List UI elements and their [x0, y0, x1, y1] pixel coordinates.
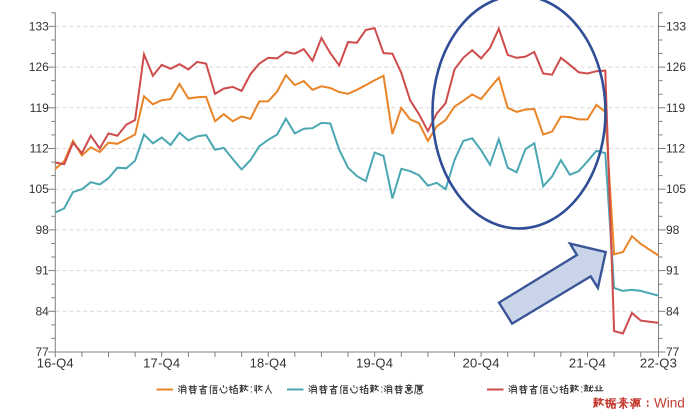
svg-text:77: 77: [666, 345, 680, 359]
svg-text:Wind: Wind: [654, 396, 685, 411]
svg-text:77: 77: [35, 345, 49, 359]
svg-text:105: 105: [666, 182, 686, 196]
svg-text:84: 84: [666, 304, 680, 318]
svg-text:17-Q4: 17-Q4: [143, 356, 180, 371]
svg-text:133: 133: [666, 19, 686, 33]
svg-text:21-Q4: 21-Q4: [569, 356, 606, 371]
svg-text:126: 126: [29, 60, 49, 74]
svg-text:16-Q4: 16-Q4: [37, 356, 74, 371]
svg-text:20-Q4: 20-Q4: [463, 356, 500, 371]
svg-text:133: 133: [29, 19, 49, 33]
svg-text:91: 91: [666, 264, 680, 278]
svg-text::: :: [580, 384, 583, 396]
svg-text:19-Q4: 19-Q4: [356, 356, 393, 371]
svg-text:119: 119: [666, 101, 685, 115]
svg-text:119: 119: [30, 101, 49, 115]
svg-text:98: 98: [35, 223, 49, 237]
svg-text:84: 84: [35, 304, 49, 318]
svg-text::: :: [380, 384, 383, 396]
svg-text:126: 126: [666, 60, 686, 74]
svg-text:18-Q4: 18-Q4: [250, 356, 287, 371]
svg-text:22-Q3: 22-Q3: [640, 356, 677, 371]
svg-text:98: 98: [666, 223, 680, 237]
svg-text:112: 112: [666, 142, 685, 156]
svg-text:105: 105: [29, 182, 49, 196]
svg-text:91: 91: [35, 264, 49, 278]
svg-text::: :: [250, 384, 253, 396]
svg-text:112: 112: [30, 142, 49, 156]
